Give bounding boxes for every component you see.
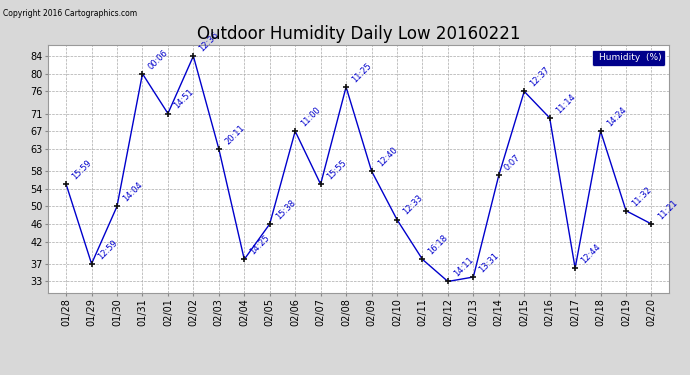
Text: 12:40: 12:40 bbox=[375, 145, 399, 168]
Text: 12:36: 12:36 bbox=[197, 30, 221, 53]
Text: 12:44: 12:44 bbox=[580, 242, 602, 266]
Text: 12:33: 12:33 bbox=[401, 194, 424, 217]
Text: 11:25: 11:25 bbox=[351, 61, 373, 84]
Text: 11:14: 11:14 bbox=[554, 92, 577, 115]
Text: 00:06: 00:06 bbox=[147, 48, 170, 71]
Text: 14:24: 14:24 bbox=[604, 105, 628, 128]
Text: 14:04: 14:04 bbox=[121, 180, 144, 204]
Text: Copyright 2016 Cartographics.com: Copyright 2016 Cartographics.com bbox=[3, 9, 137, 18]
Text: 15:38: 15:38 bbox=[274, 198, 297, 221]
Text: 15:59: 15:59 bbox=[70, 158, 93, 182]
Legend: Humidity  (%): Humidity (%) bbox=[592, 50, 664, 66]
Text: 13:31: 13:31 bbox=[477, 251, 501, 274]
Text: 14:11: 14:11 bbox=[452, 255, 475, 279]
Text: 11:00: 11:00 bbox=[299, 105, 322, 128]
Text: 11:32: 11:32 bbox=[630, 185, 653, 208]
Text: 12:59: 12:59 bbox=[96, 238, 119, 261]
Title: Outdoor Humidity Daily Low 20160221: Outdoor Humidity Daily Low 20160221 bbox=[197, 26, 520, 44]
Text: 14:25: 14:25 bbox=[248, 233, 272, 256]
Text: 11:21: 11:21 bbox=[656, 198, 679, 221]
Text: 15:55: 15:55 bbox=[325, 158, 348, 182]
Text: 16:18: 16:18 bbox=[426, 233, 450, 256]
Text: 20:11: 20:11 bbox=[223, 123, 246, 146]
Text: 14:51: 14:51 bbox=[172, 88, 195, 111]
Text: 0:07: 0:07 bbox=[503, 153, 522, 173]
Text: 12:37: 12:37 bbox=[529, 65, 552, 88]
